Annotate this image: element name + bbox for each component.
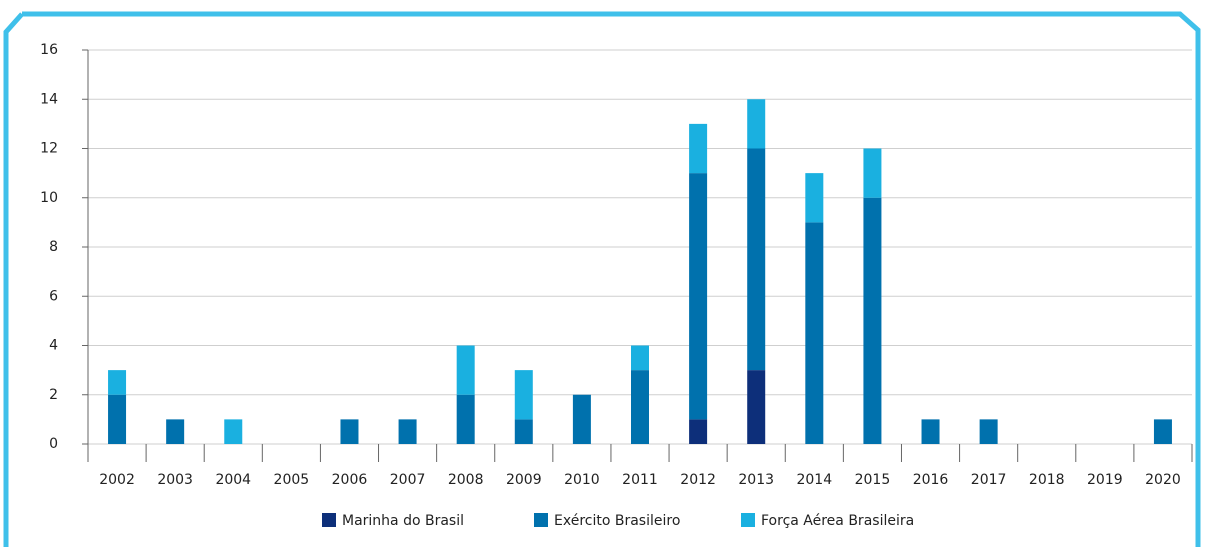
bar-segment <box>224 419 243 444</box>
bar-segment <box>631 370 649 444</box>
y-tick-label: 12 <box>40 141 58 157</box>
bar-segment <box>689 173 708 420</box>
x-tick-label: 2011 <box>622 472 658 488</box>
legend-label: Marinha do Brasil <box>342 513 464 529</box>
bar-segment <box>572 394 591 444</box>
x-tick-label: 2018 <box>1029 472 1065 488</box>
bar-segment <box>979 419 998 444</box>
bar-segment <box>689 419 708 444</box>
x-tick-label: 2013 <box>738 472 774 488</box>
bar-segment <box>1153 419 1172 444</box>
x-tick-label: 2002 <box>99 472 135 488</box>
y-tick-label: 10 <box>40 190 58 206</box>
y-tick-label: 0 <box>49 436 58 452</box>
legend-label: Exército Brasileiro <box>554 513 680 529</box>
x-tick-label: 2009 <box>506 472 542 488</box>
x-tick-label: 2017 <box>971 472 1007 488</box>
x-tick-label: 2014 <box>796 472 832 488</box>
bar-segment <box>747 148 766 371</box>
legend-swatch <box>534 513 548 527</box>
bar-segment <box>631 345 649 371</box>
bar-segment <box>689 123 708 174</box>
x-tick-label: 2020 <box>1145 472 1181 488</box>
bar-segment <box>108 370 127 395</box>
bar-segment <box>805 173 824 223</box>
bar-segment <box>747 99 766 149</box>
bar-segment <box>340 419 359 444</box>
x-tick-label: 2010 <box>564 472 600 488</box>
x-tick-label: 2015 <box>855 472 891 488</box>
y-tick-label: 4 <box>49 338 58 354</box>
bar-segment <box>514 419 533 444</box>
x-tick-label: 2004 <box>215 472 251 488</box>
x-tick-label: 2016 <box>913 472 949 488</box>
bar-segment <box>108 394 127 444</box>
y-tick-label: 2 <box>49 387 58 403</box>
bar-segment <box>805 222 824 444</box>
y-tick-label: 16 <box>40 42 58 58</box>
legend-swatch <box>741 513 755 527</box>
frame <box>3 11 1201 547</box>
x-tick-label: 2005 <box>274 472 310 488</box>
bar-segment <box>456 345 475 395</box>
x-tick-label: 2008 <box>448 472 484 488</box>
bar-segment <box>863 148 882 198</box>
legend-swatch <box>322 513 336 527</box>
bar-segment <box>166 419 185 444</box>
bar-segment <box>398 419 417 444</box>
x-tick-label: 2019 <box>1087 472 1123 488</box>
y-tick-label: 8 <box>49 239 58 255</box>
x-tick-label: 2012 <box>680 472 716 488</box>
bar-segment <box>456 394 475 444</box>
y-tick-label: 6 <box>49 288 58 304</box>
legend-label: Força Aérea Brasileira <box>761 513 914 529</box>
x-tick-label: 2006 <box>332 472 368 488</box>
bar-segment <box>863 197 882 444</box>
bar-segment <box>747 370 766 444</box>
x-tick-label: 2003 <box>157 472 193 488</box>
bar-segment <box>514 370 533 420</box>
y-tick-label: 14 <box>40 91 58 107</box>
bar-segment <box>921 419 940 444</box>
x-tick-label: 2007 <box>390 472 426 488</box>
